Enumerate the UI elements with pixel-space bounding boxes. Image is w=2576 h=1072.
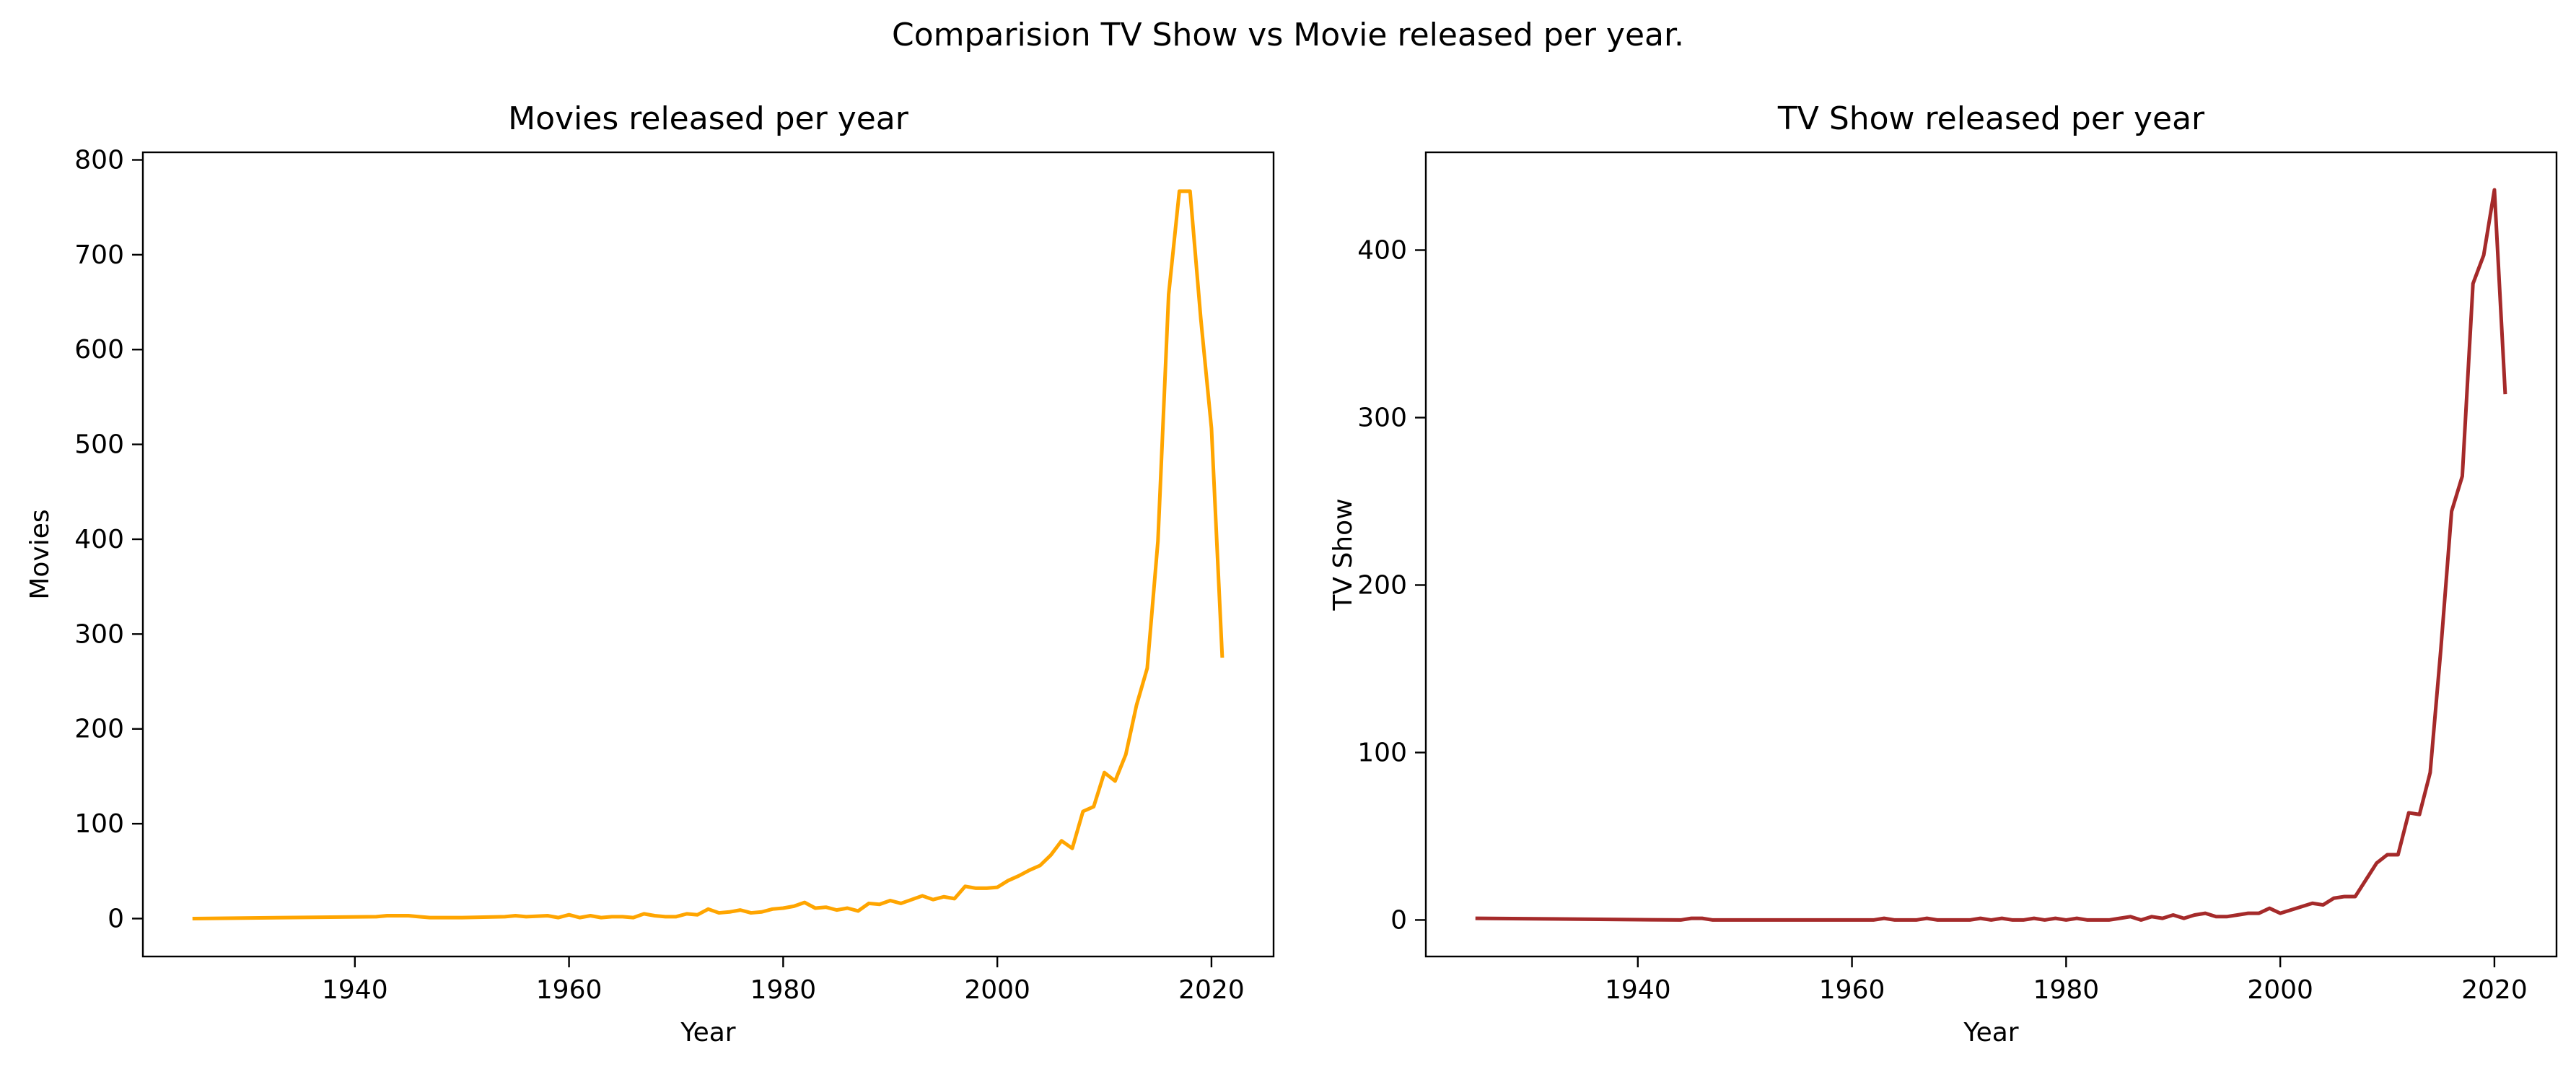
movies-axes-frame [141, 151, 1275, 958]
movies-y-tick-label: 700 [74, 240, 124, 270]
movies-x-tick-label: 2020 [1178, 975, 1245, 1005]
movies-y-tick-label: 600 [74, 335, 124, 365]
tv-show-y-tick-label: 300 [1357, 403, 1407, 432]
tv-show-series-line [1475, 188, 2507, 922]
movies-y-tick-label: 500 [74, 430, 124, 460]
tv-show-y-tick-label: 200 [1357, 570, 1407, 600]
tv-show-y-tick-label: 0 [1390, 905, 1407, 935]
movies-chart-title: Movies released per year [508, 100, 909, 137]
tv-show-x-tick-label: 1960 [1819, 975, 1885, 1005]
figure-suptitle: Comparision TV Show vs Movie released pe… [892, 17, 1684, 53]
movies-series-line [192, 189, 1225, 920]
tv-show-x-axis-label: Year [1963, 1018, 2018, 1047]
movies-x-axis-label: Year [680, 1018, 735, 1047]
tv-show-y-axis-label: TV Show [1328, 498, 1358, 611]
tv-show-chart-title: TV Show released per year [1777, 100, 2205, 137]
movies-x-tick-label: 2000 [964, 975, 1030, 1005]
tv-show-y-tick-label: 100 [1357, 738, 1407, 767]
tv-show-x-tick-label: 1980 [2033, 975, 2100, 1005]
movies-y-tick-label: 400 [74, 525, 124, 554]
tv-show-x-tick-label: 2020 [2461, 975, 2528, 1005]
movies-y-axis-label: Movies [25, 509, 55, 599]
tv-show-chart-panel: 1940 1960 1980 2000 2020 0 100 200 300 400 TV Show… [1328, 100, 2558, 1047]
movies-y-tick-label: 100 [74, 809, 124, 839]
movies-x-tick-label: 1940 [322, 975, 388, 1005]
tv-show-x-tick-label: 1940 [1605, 975, 1671, 1005]
tv-show-x-tick-label: 2000 [2247, 975, 2313, 1005]
movies-y-tick-label: 0 [108, 904, 124, 933]
movies-y-tick-label: 200 [74, 715, 124, 744]
movies-x-tick-label: 1980 [750, 975, 817, 1005]
tv-show-y-tick-label: 400 [1357, 235, 1407, 265]
movies-y-tick-label: 800 [74, 146, 124, 175]
tv-show-axes-frame [1424, 151, 2558, 958]
movies-chart-panel: 1940 1960 1980 2000 2020 0 100 200 300 400 500 600 7… [25, 100, 1275, 1047]
movies-y-tick-label: 300 [74, 619, 124, 649]
movies-x-tick-label: 1960 [536, 975, 603, 1005]
